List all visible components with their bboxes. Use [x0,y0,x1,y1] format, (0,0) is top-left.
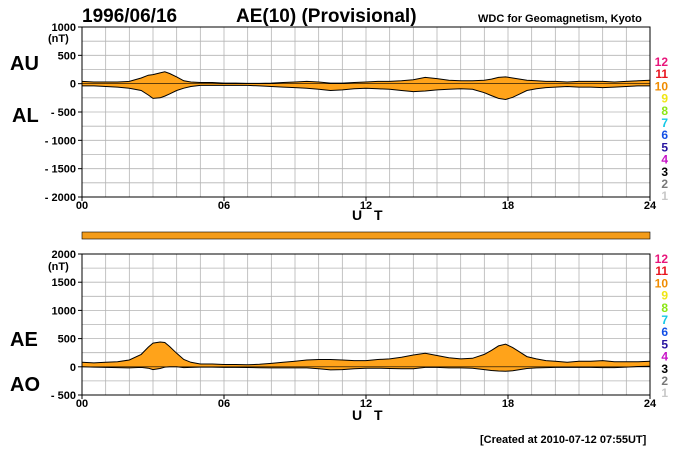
station-number-8: 8 [661,301,668,315]
x-tick-label: 12 [360,398,372,410]
station-number-3: 3 [661,362,668,376]
x-tick-label: 18 [502,200,514,212]
series-line-al [82,84,650,101]
x-tick-label: 06 [218,398,230,410]
series-line-ae [81,341,651,366]
station-number-2: 2 [661,177,668,191]
station-number-7: 7 [661,116,668,130]
x-tick-label: 00 [76,398,88,410]
y-tick-label: 1000 [52,305,76,317]
station-number-8: 8 [661,104,668,118]
x-tick-label: 06 [218,200,230,212]
station-number-5: 5 [661,140,668,154]
station-number-12: 12 [655,252,669,266]
y-tick-label: - 1500 [45,164,76,176]
station-number-4: 4 [661,350,668,364]
y-tick-label: 0 [70,362,76,374]
au-label: AU [10,53,39,75]
ae-label: AE [10,329,38,351]
station-number-1: 1 [661,189,668,203]
area-fill [82,342,650,372]
au-al-panel: AU AL (nT) U T 1000 500 0 - 500 - 1000 - 1500… [10,22,657,223]
station-number-3: 3 [661,165,668,179]
date-label: 1996/06/16 [82,6,177,27]
y-tick-label: 1000 [52,22,76,34]
station-number-12: 12 [655,55,669,69]
y-tick-label: - 1000 [45,135,76,147]
station-number-10: 10 [655,276,669,290]
station-number-1: 1 [661,386,668,400]
x-tick-label: 00 [76,200,88,212]
x-tick-label: 18 [502,398,514,410]
data-source-label: WDC for Geomagnetism, Kyoto [478,13,642,25]
unit-label: (nT) [48,261,69,273]
station-number-5: 5 [661,337,668,351]
x-axis-title: U T [352,207,387,223]
station-number-10: 10 [655,79,669,93]
al-label: AL [12,105,39,127]
series-line-au [81,71,651,84]
created-timestamp: [Created at 2010-07-12 07:55UT] [480,434,647,446]
y-tick-label: 500 [58,50,76,62]
x-tick-label: 12 [360,200,372,212]
coverage-bar [81,231,651,240]
station-number-6: 6 [661,325,668,339]
station-number-4: 4 [661,153,668,167]
y-tick-label: 500 [58,334,76,346]
x-axis-title: U T [352,407,387,423]
area-fill [82,71,650,100]
station-number-11: 11 [655,67,668,81]
station-number-2: 2 [661,374,668,388]
x-tick-label: 24 [644,200,657,212]
x-tick-label: 24 [644,398,657,410]
ao-label: AO [10,374,40,396]
station-number-9: 9 [661,289,668,303]
y-tick-label: - 500 [51,107,76,119]
station-number-7: 7 [661,313,668,327]
y-tick-label: 1500 [52,277,76,289]
station-number-6: 6 [661,128,668,142]
unit-label: (nT) [48,33,69,45]
station-number-9: 9 [661,92,668,106]
y-tick-label: - 500 [51,390,76,402]
chart-title: AE(10) (Provisional) [236,6,417,27]
y-tick-label: 2000 [52,249,76,261]
station-number-11: 11 [655,264,668,278]
y-tick-label: - 2000 [45,192,76,204]
y-tick-label: 0 [70,79,76,91]
